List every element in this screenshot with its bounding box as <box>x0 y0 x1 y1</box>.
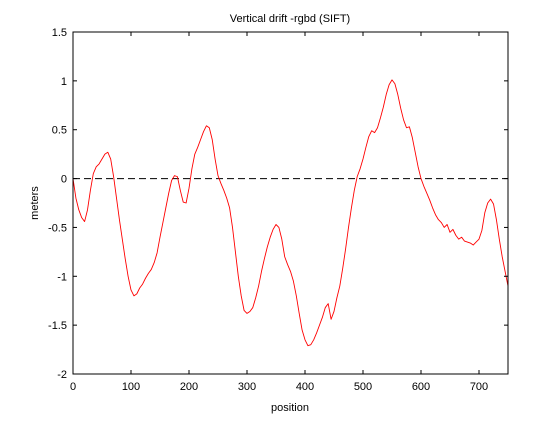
y-axis: -2 -1.5 -1 -0.5 0 0.5 1 1.5 <box>48 27 508 381</box>
chart-title: Vertical drift -rgbd (SIFT) <box>230 13 350 25</box>
x-tick-label: 700 <box>470 381 488 393</box>
x-tick-label: 0 <box>70 381 76 393</box>
y-tick-label: -0.5 <box>48 222 67 234</box>
x-tick-label: 600 <box>412 381 430 393</box>
x-axis: 0 100 200 300 400 500 600 700 <box>70 32 488 393</box>
y-tick-label: 1 <box>61 76 67 88</box>
y-tick-label: -1.5 <box>48 320 67 332</box>
x-tick-label: 100 <box>122 381 140 393</box>
series-line <box>72 79 509 347</box>
x-tick-label: 400 <box>296 381 314 393</box>
y-tick-label: 0 <box>61 174 67 186</box>
plot-background <box>73 32 508 374</box>
plot-area <box>72 31 509 375</box>
x-tick-label: 200 <box>180 381 198 393</box>
y-tick-label: -1 <box>57 271 67 283</box>
y-axis-label: meters <box>29 186 41 220</box>
x-tick-label: 500 <box>354 381 372 393</box>
y-tick-label: 0.5 <box>52 125 67 137</box>
y-tick-label: 1.5 <box>52 27 67 39</box>
x-tick-label: 300 <box>238 381 256 393</box>
y-tick-label: -2 <box>57 369 67 381</box>
x-axis-label: position <box>271 402 309 414</box>
axes-frame <box>72 31 509 375</box>
